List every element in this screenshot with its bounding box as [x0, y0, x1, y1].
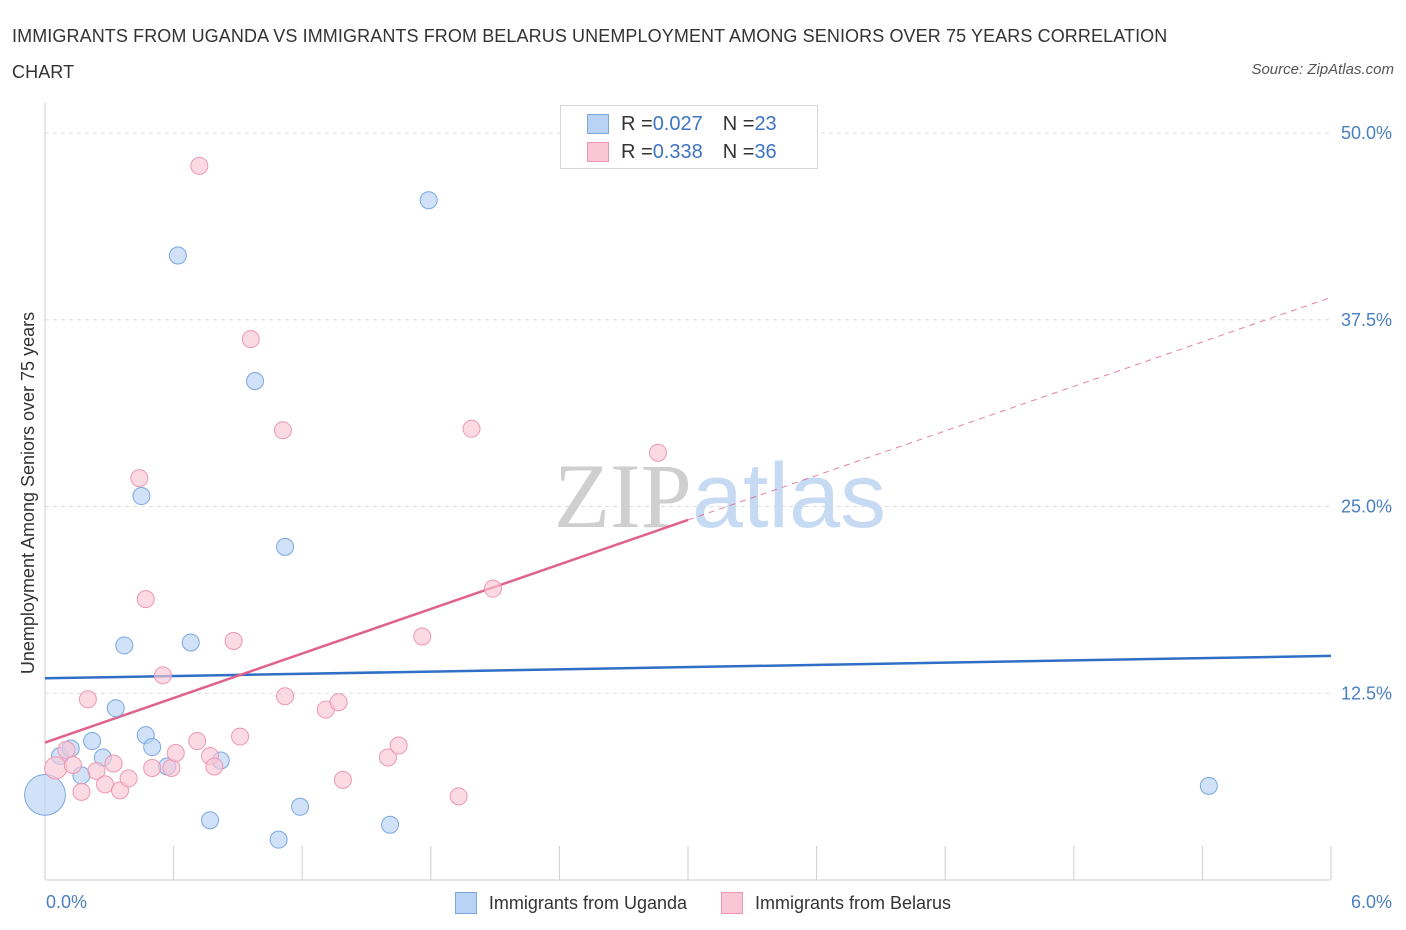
uganda-point [181, 633, 200, 652]
y-tick-label: 12.5% [1341, 683, 1392, 703]
uganda-point [143, 738, 162, 757]
n-value: 36 [754, 140, 777, 163]
belarus-point [87, 761, 106, 780]
trend-lines [44, 296, 1332, 744]
uganda-point [291, 797, 310, 816]
uganda-point [381, 815, 400, 834]
source-label: Source: ZipAtlas.com [1251, 61, 1394, 78]
y-tick-label: 37.5% [1341, 310, 1392, 330]
belarus-point [329, 693, 348, 712]
series-legend: Immigrants from Uganda Immigrants from B… [0, 888, 1406, 918]
belarus-point [378, 748, 397, 767]
x-tick-label: 0.0% [46, 892, 87, 912]
y-tick-label: 50.0% [1341, 123, 1392, 143]
belarus-point [449, 787, 468, 806]
r-label: R = [621, 112, 653, 135]
belarus-point [119, 769, 138, 788]
belarus-point [188, 732, 207, 751]
n-label: N = [722, 140, 755, 163]
uganda-point [1199, 776, 1218, 795]
belarus-point [224, 631, 243, 650]
legend-item-uganda[interactable]: Immigrants from Uganda [454, 888, 687, 918]
belarus-point [648, 443, 667, 462]
legend-item-belarus[interactable]: Immigrants from Belarus [721, 888, 951, 918]
x-tick-label: 6.0% [1351, 892, 1392, 912]
uganda-point [168, 246, 187, 265]
belarus-point [153, 666, 172, 685]
uganda-point [132, 487, 151, 506]
uganda-point [106, 699, 125, 718]
uganda-swatch [587, 114, 609, 134]
uganda-point [115, 636, 134, 655]
data-points [24, 156, 1218, 849]
n-value: 23 [754, 112, 777, 135]
legend-row-belarus: R = 0.338 N = 36 [587, 138, 777, 166]
trend-line-extension [687, 296, 1332, 521]
belarus-point [273, 421, 292, 440]
belarus-point [96, 775, 115, 794]
belarus-point [462, 419, 481, 438]
chart-title: IMMIGRANTS FROM UGANDA VS IMMIGRANTS FRO… [12, 26, 1168, 82]
tick-labels: 12.5% 25.0% 37.5% 50.0% 0.0% 6.0% [46, 123, 1392, 912]
uganda-swatch [454, 892, 477, 914]
uganda-point [201, 811, 220, 830]
y-tick-label: 25.0% [1341, 497, 1392, 517]
belarus-point [104, 754, 123, 773]
legend-label: Immigrants from Belarus [755, 892, 952, 913]
trend-line [44, 518, 689, 744]
axes [44, 103, 1332, 881]
uganda-point [246, 372, 265, 391]
legend-label: Immigrants from Uganda [488, 892, 687, 913]
belarus-point [241, 330, 260, 349]
belarus-point [333, 770, 352, 789]
belarus-point [166, 744, 185, 763]
y-axis-label: Unemployment Among Seniors over 75 years [18, 312, 38, 674]
r-label: R = [621, 140, 653, 163]
belarus-point [57, 741, 76, 760]
belarus-point [130, 469, 149, 488]
belarus-point [143, 758, 162, 777]
belarus-point [190, 156, 209, 175]
uganda-point [269, 830, 288, 849]
belarus-point [44, 756, 68, 780]
belarus-point [78, 690, 97, 709]
uganda-point [83, 732, 102, 751]
r-value: 0.338 [652, 140, 703, 163]
belarus-point [162, 758, 181, 777]
n-label: N = [722, 112, 755, 135]
belarus-point [389, 736, 408, 755]
watermark: ZIPatlas [554, 445, 886, 547]
grid-lines [45, 132, 1331, 694]
belarus-swatch [587, 142, 609, 162]
belarus-point [72, 782, 91, 801]
legend-row-uganda: R = 0.027 N = 23 [587, 110, 777, 138]
correlation-legend: R = 0.027 N = 23 R = 0.338 N = 36 [560, 105, 818, 169]
uganda-point [276, 537, 295, 556]
belarus-point [205, 757, 224, 776]
uganda-point [24, 773, 66, 816]
uganda-point [419, 191, 438, 210]
belarus-point [413, 627, 432, 646]
belarus-swatch [721, 892, 743, 914]
trend-line [44, 654, 1332, 680]
belarus-point [136, 590, 155, 609]
belarus-point [63, 755, 82, 774]
belarus-point [231, 727, 250, 746]
belarus-point [276, 687, 295, 706]
belarus-point [483, 579, 502, 598]
r-value: 0.027 [652, 112, 703, 135]
